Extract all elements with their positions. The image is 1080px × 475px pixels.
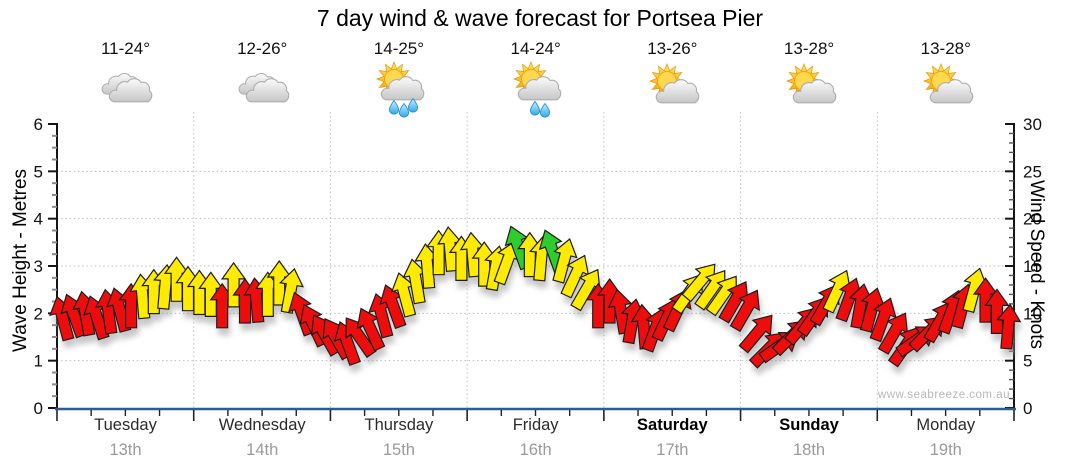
temperature-range-label: 12-26° xyxy=(237,39,288,58)
day-date-label: 16th xyxy=(519,441,552,459)
wind-arrows-group xyxy=(49,225,1022,369)
wave-axis-tick-label: 5 xyxy=(34,162,43,181)
day-date-label: 14th xyxy=(246,441,279,459)
watermark: www.seabreeze.com.au xyxy=(877,389,1010,401)
wind-axis-tick-label: 30 xyxy=(1023,115,1042,134)
wind-arrow xyxy=(738,314,773,354)
wave-axis-tick-label: 2 xyxy=(34,304,43,323)
day-name-label: Thursday xyxy=(364,416,434,434)
wave-axis-tick-label: 3 xyxy=(34,257,43,276)
cloudy-icon xyxy=(96,60,154,118)
temperature-range-label: 13-26° xyxy=(647,39,698,58)
day-date-label: 13th xyxy=(109,441,142,459)
wind-axis-tick-label: 5 xyxy=(1023,352,1032,371)
wind-axis-tick-label: 15 xyxy=(1023,257,1042,276)
day-name-label: Sunday xyxy=(779,416,839,434)
wind-axis-title: Wind Speed - Knots xyxy=(1026,180,1047,349)
wave-axis-tick-label: 0 xyxy=(34,399,43,418)
sun-cloud-icon xyxy=(780,60,838,118)
temperature-range-label: 14-24° xyxy=(510,39,561,58)
wave-axis-title: Wave Height - Metres xyxy=(10,168,31,352)
sun-cloud-icon xyxy=(643,60,701,118)
sun-cloud-rain-icon xyxy=(507,60,565,118)
temperature-range-label: 14-25° xyxy=(373,39,425,58)
wave-axis-tick-label: 6 xyxy=(34,115,43,134)
day-date-label: 18th xyxy=(793,441,826,459)
temperature-range-label: 11-24° xyxy=(100,39,151,58)
day-name-label: Monday xyxy=(916,416,976,434)
wind-arrow xyxy=(729,289,760,333)
day-name-label: Tuesday xyxy=(94,416,157,434)
day-name-label: Friday xyxy=(512,416,559,434)
wave-axis-tick-label: 1 xyxy=(34,352,43,371)
day-date-label: 17th xyxy=(656,441,689,459)
wind-arrow xyxy=(869,297,897,343)
wind-axis-tick-label: 20 xyxy=(1023,210,1042,229)
day-date-label: 19th xyxy=(929,441,962,459)
wind-arrow xyxy=(996,303,1022,350)
chart-title: 7 day wind & wave forecast for Portsea P… xyxy=(316,5,764,31)
wind-arrow xyxy=(220,261,247,308)
day-name-label: Saturday xyxy=(637,416,708,434)
sun-cloud-rain-icon xyxy=(370,60,428,118)
temperature-range-label: 13-28° xyxy=(783,39,835,58)
wind-arrow xyxy=(279,267,305,314)
sun-cloud-icon xyxy=(917,60,975,118)
day-date-label: 15th xyxy=(382,441,415,459)
day-name-label: Wednesday xyxy=(218,416,306,434)
wind-arrow xyxy=(984,288,1010,334)
temperature-range-label: 13-28° xyxy=(920,39,971,58)
wave-axis-tick-label: 4 xyxy=(34,210,43,229)
wind-axis-tick-label: 10 xyxy=(1023,304,1042,323)
wind-arrow xyxy=(552,238,578,284)
wind-axis-tick-label: 0 xyxy=(1023,399,1032,418)
cloudy-icon xyxy=(233,60,291,118)
wind-axis-tick-label: 25 xyxy=(1023,162,1042,181)
